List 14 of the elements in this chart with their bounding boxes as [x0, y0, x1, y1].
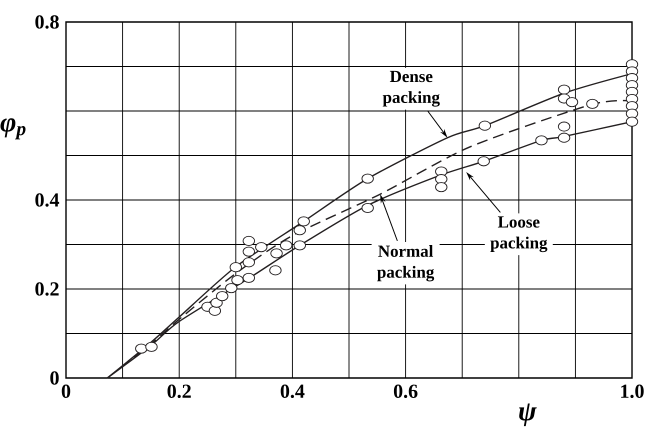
- x-tick-label: 0.2: [168, 384, 191, 398]
- annotation: Normal packing: [377, 244, 434, 282]
- x-tick-label: 0.4: [280, 384, 304, 398]
- y-tick-label: 0.4: [35, 193, 60, 207]
- x-tick-label: 1.0: [621, 384, 644, 398]
- y-tick-label: 0: [50, 371, 59, 385]
- annotation: Loose packing: [490, 216, 548, 252]
- x-tick-label: 0: [62, 384, 70, 398]
- y-tick-label: 0.2: [35, 282, 59, 296]
- x-tick-label: 0.6: [394, 384, 418, 398]
- annotation: Dense packing: [382, 70, 440, 107]
- y-axis-title: φ$_{p}$: [0, 118, 26, 140]
- x-axis-title: ψ: [519, 403, 537, 426]
- y-tick-label: 0.8: [35, 15, 59, 29]
